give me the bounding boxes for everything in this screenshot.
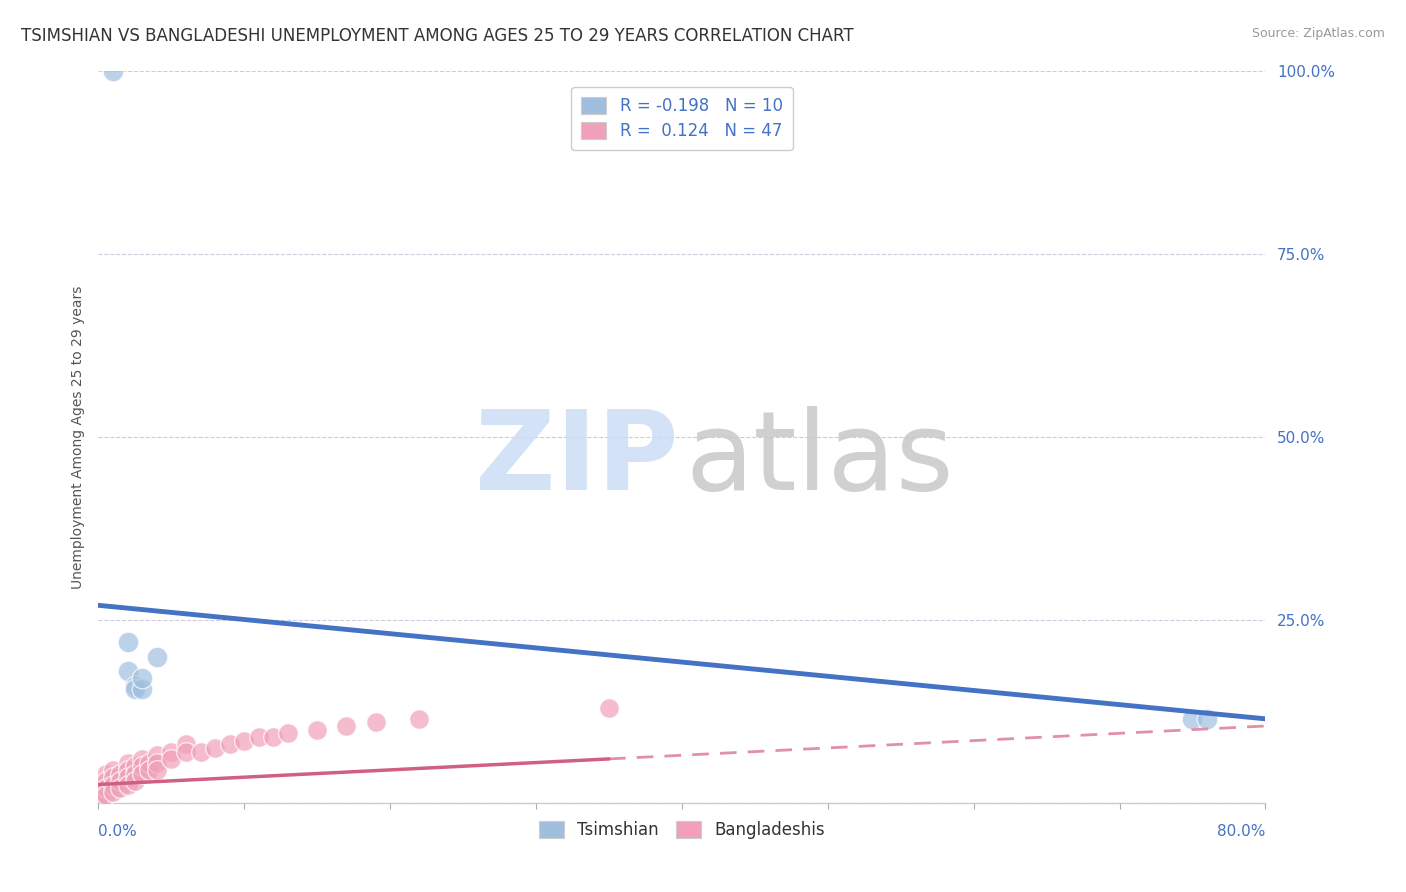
- Point: [117, 756, 139, 770]
- Point: [117, 770, 139, 784]
- Point: [138, 763, 160, 777]
- Text: TSIMSHIAN VS BANGLADESHI UNEMPLOYMENT AMONG AGES 25 TO 29 YEARS CORRELATION CHAR: TSIMSHIAN VS BANGLADESHI UNEMPLOYMENT AM…: [21, 27, 853, 45]
- Point: [94, 766, 117, 780]
- Point: [87, 785, 110, 799]
- Point: [124, 679, 146, 693]
- Point: [117, 635, 139, 649]
- Point: [335, 719, 357, 733]
- Point: [131, 766, 153, 780]
- Point: [408, 712, 430, 726]
- Point: [110, 766, 132, 780]
- Point: [307, 723, 329, 737]
- Point: [87, 781, 110, 796]
- Point: [124, 773, 146, 788]
- Point: [131, 759, 153, 773]
- Point: [110, 773, 132, 788]
- Point: [94, 789, 117, 803]
- Point: [174, 745, 197, 759]
- Point: [160, 752, 183, 766]
- Point: [146, 763, 169, 777]
- Point: [117, 778, 139, 792]
- Point: [94, 781, 117, 796]
- Point: [204, 740, 226, 755]
- Point: [87, 792, 110, 806]
- Point: [131, 682, 153, 697]
- Point: [1195, 712, 1218, 726]
- Point: [131, 672, 153, 686]
- Point: [117, 664, 139, 678]
- Point: [190, 745, 212, 759]
- Text: 0.0%: 0.0%: [98, 823, 138, 838]
- Point: [146, 649, 169, 664]
- Point: [364, 715, 387, 730]
- Point: [598, 700, 620, 714]
- Point: [110, 781, 132, 796]
- Text: ZIP: ZIP: [475, 406, 679, 513]
- Point: [101, 778, 124, 792]
- Point: [101, 770, 124, 784]
- Point: [146, 748, 169, 763]
- Point: [124, 682, 146, 697]
- Text: Source: ZipAtlas.com: Source: ZipAtlas.com: [1251, 27, 1385, 40]
- Point: [101, 785, 124, 799]
- Point: [101, 64, 124, 78]
- Point: [138, 756, 160, 770]
- Point: [87, 796, 110, 810]
- Point: [247, 730, 270, 744]
- Point: [262, 730, 284, 744]
- Y-axis label: Unemployment Among Ages 25 to 29 years: Unemployment Among Ages 25 to 29 years: [70, 285, 84, 589]
- Text: atlas: atlas: [685, 406, 953, 513]
- Point: [218, 737, 240, 751]
- Point: [233, 733, 256, 747]
- Point: [117, 763, 139, 777]
- Legend: Tsimshian, Bangladeshis: Tsimshian, Bangladeshis: [533, 814, 831, 846]
- Point: [87, 789, 110, 803]
- Point: [101, 763, 124, 777]
- Point: [94, 773, 117, 788]
- Point: [277, 726, 299, 740]
- Point: [160, 745, 183, 759]
- Point: [1181, 712, 1204, 726]
- Point: [146, 756, 169, 770]
- Point: [174, 737, 197, 751]
- Point: [124, 759, 146, 773]
- Point: [131, 752, 153, 766]
- Point: [124, 766, 146, 780]
- Text: 80.0%: 80.0%: [1218, 823, 1265, 838]
